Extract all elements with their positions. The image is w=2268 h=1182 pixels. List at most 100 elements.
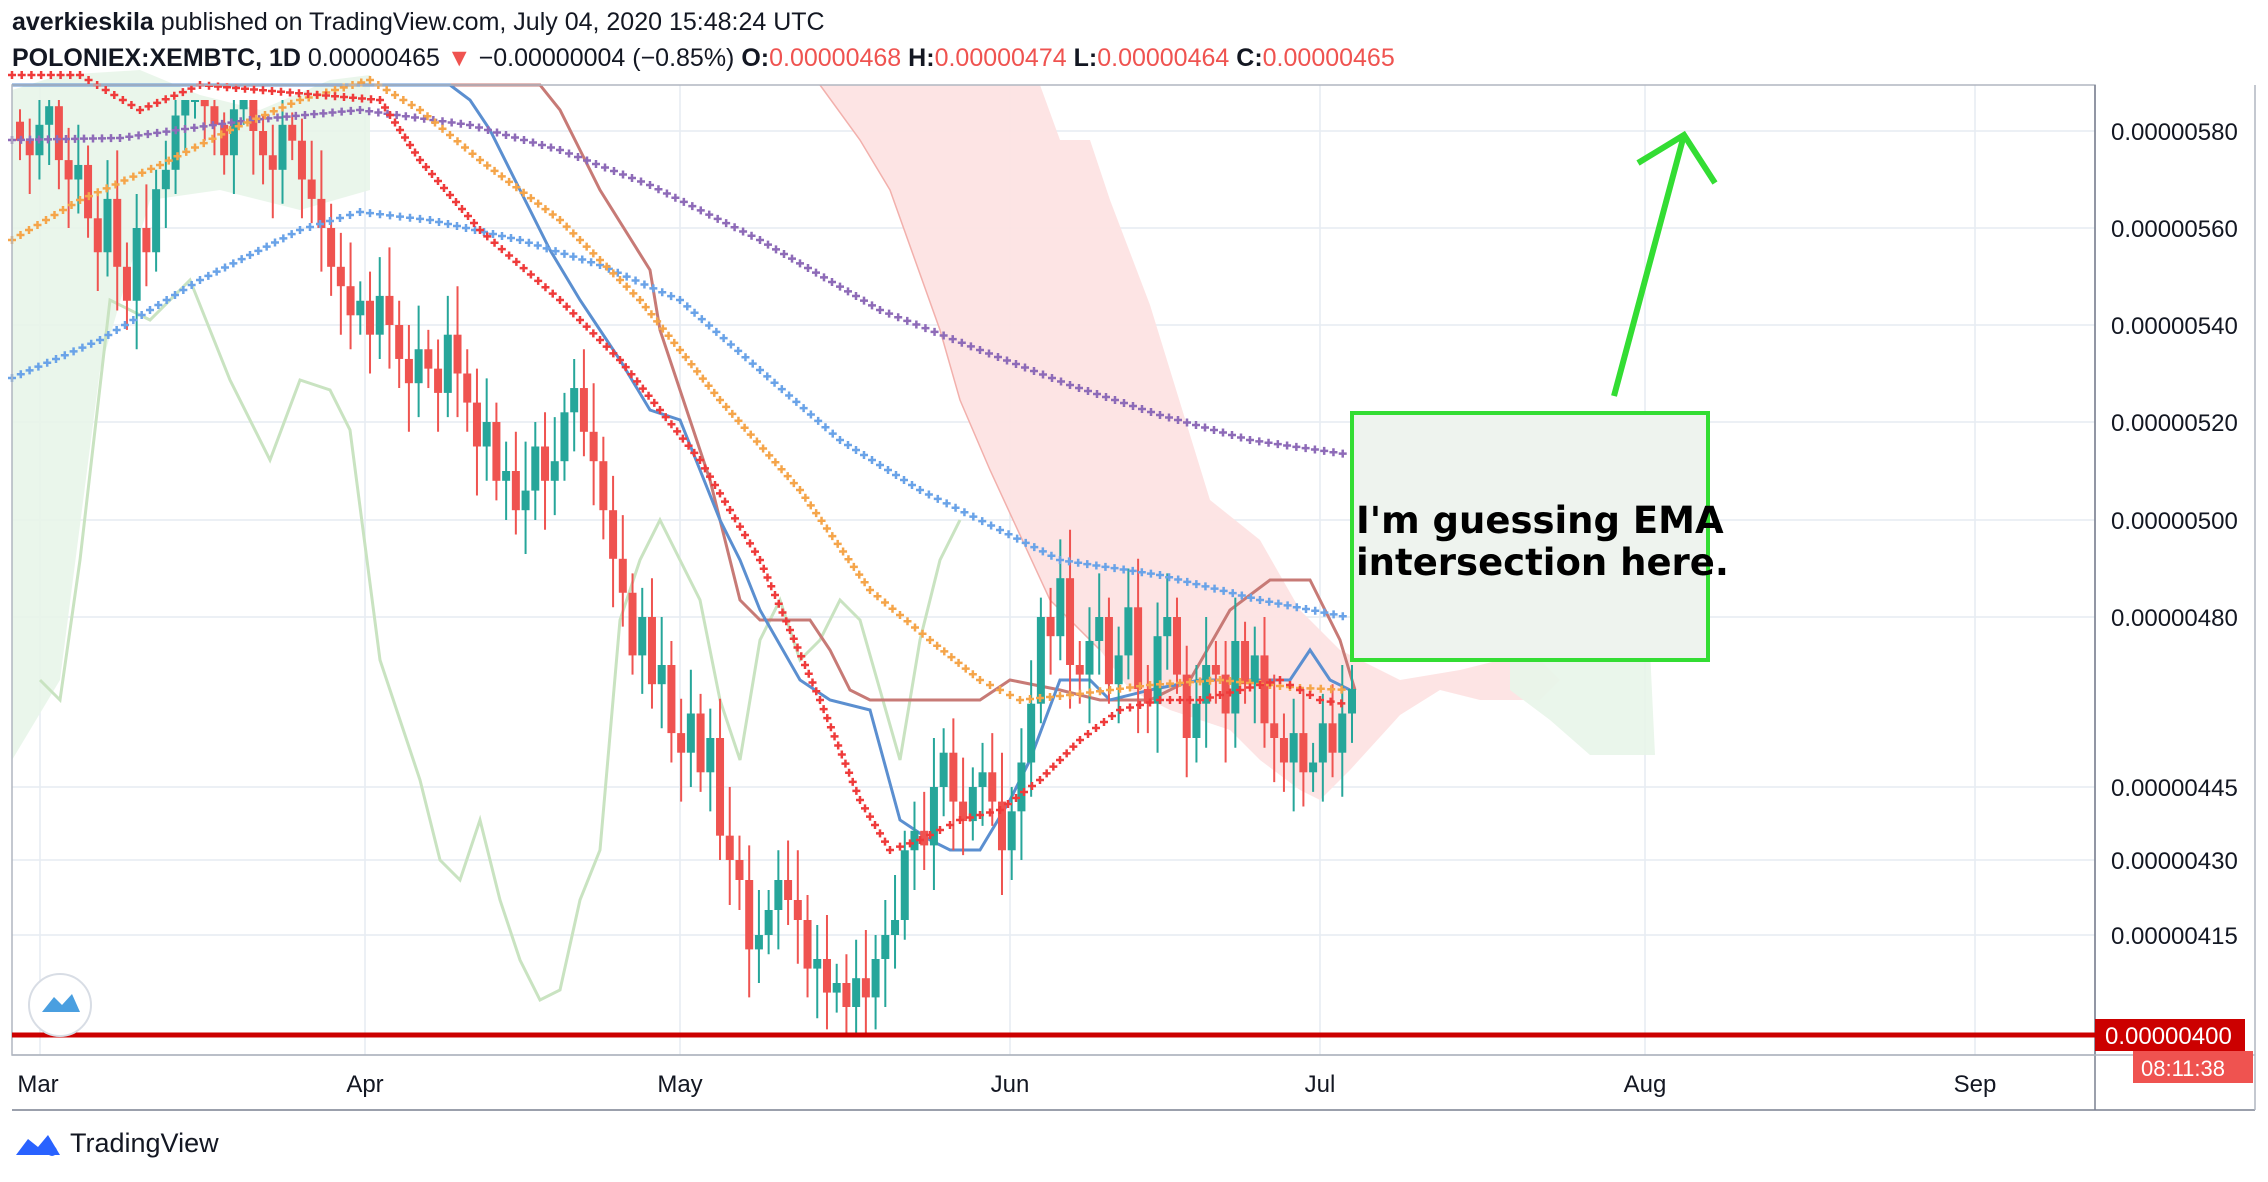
ema-marker	[777, 385, 786, 394]
ema-plus-series	[8, 71, 1347, 854]
symbol-title[interactable]: POLONIEX:XEMBTC, 1D	[12, 44, 301, 72]
candle	[1279, 713, 1288, 792]
y-tick-label: 0.00000430	[2111, 848, 2238, 875]
ema-marker	[516, 236, 524, 244]
candle	[881, 900, 890, 1007]
candle	[871, 935, 880, 1030]
candle-body	[434, 368, 443, 393]
candle	[317, 150, 326, 272]
ema-marker	[1166, 696, 1174, 704]
candle-body	[861, 978, 870, 998]
candle	[64, 127, 73, 228]
ema-marker	[884, 466, 892, 474]
ema-marker	[746, 430, 755, 439]
candle	[647, 578, 656, 709]
ema-marker	[217, 130, 226, 139]
candle-body	[1192, 703, 1201, 738]
ema-marker	[190, 123, 199, 132]
ema-marker	[1147, 408, 1155, 416]
ema-marker	[301, 111, 309, 119]
candle	[677, 698, 686, 802]
candle	[842, 954, 851, 1035]
ema-marker	[453, 222, 461, 230]
candle-body	[725, 835, 734, 860]
ema-marker	[1310, 445, 1319, 454]
ema-marker	[121, 321, 129, 329]
candle-body	[1036, 617, 1045, 704]
ema-marker	[366, 209, 374, 218]
ema-marker	[162, 296, 171, 304]
candle	[793, 850, 802, 964]
ema-marker	[511, 133, 519, 142]
candle-body	[239, 100, 248, 110]
candle	[1114, 626, 1123, 724]
time-axis[interactable]: Mar Apr May Jun Jul Aug Sep	[17, 1071, 1996, 1098]
ema-marker	[250, 85, 258, 94]
ema-marker	[1176, 696, 1184, 704]
ema-marker	[1283, 441, 1292, 450]
author-name[interactable]: averkieskila	[12, 8, 154, 36]
senkou-a-line	[819, 84, 1101, 651]
ema-marker	[191, 143, 199, 152]
candle-body	[443, 334, 452, 393]
open-label: O:	[741, 44, 770, 72]
ema-marker	[396, 212, 404, 221]
candle	[191, 100, 200, 119]
ema-marker	[1192, 580, 1201, 589]
candle	[813, 925, 822, 1019]
ema-marker	[1228, 589, 1237, 598]
ema-marker	[346, 211, 354, 219]
ema-marker	[282, 112, 291, 121]
candle-body	[1318, 723, 1327, 763]
ema-marker	[447, 118, 456, 127]
ema-marker	[76, 196, 84, 204]
ema-marker	[629, 289, 638, 298]
ema-marker	[589, 329, 598, 338]
candle	[599, 436, 608, 540]
price-axis[interactable]: 0.00000580 0.00000560 0.00000540 0.00000520…	[2095, 119, 2253, 1083]
candle	[609, 475, 618, 608]
ema-marker	[763, 573, 772, 582]
ema-marker	[1302, 605, 1310, 613]
ema-marker	[696, 456, 704, 464]
footer-brand[interactable]: TradingView	[14, 1128, 219, 1159]
candle	[1143, 665, 1152, 734]
ema-marker	[71, 134, 79, 143]
last-price: 0.00000465	[307, 44, 440, 72]
candle-body	[1338, 713, 1347, 753]
ema-marker	[1003, 356, 1011, 365]
candle	[171, 100, 180, 195]
ema-marker	[633, 377, 642, 386]
ema-marker	[62, 135, 70, 143]
candle	[1027, 660, 1036, 797]
ema-marker	[976, 811, 984, 819]
ema-marker	[1276, 676, 1284, 684]
ema-marker	[756, 556, 764, 564]
ema-marker	[822, 524, 831, 533]
candle-body	[1250, 655, 1259, 685]
ema-marker	[196, 276, 204, 284]
change-arrow-icon: ▼	[446, 44, 472, 72]
ema-marker	[912, 320, 921, 329]
ema-marker	[304, 90, 312, 98]
candle-body	[1027, 703, 1036, 763]
candle-body	[1104, 617, 1113, 685]
ema-marker	[16, 231, 25, 239]
ema-marker	[182, 147, 191, 156]
close-value: 0.00000465	[1262, 44, 1395, 72]
candle	[716, 698, 725, 860]
ema-marker	[556, 216, 564, 224]
ema-marker	[996, 526, 1004, 534]
ema-marker	[960, 508, 969, 517]
candle	[1318, 693, 1327, 802]
tradingview-logo-icon	[16, 1134, 60, 1156]
ema-marker	[153, 98, 162, 107]
candle-body	[570, 388, 579, 413]
ema-marker	[701, 464, 709, 473]
candle	[1095, 573, 1104, 675]
ema-marker	[187, 281, 196, 289]
ema-marker	[765, 451, 774, 460]
candle-body	[1017, 762, 1026, 812]
candle-body	[45, 106, 54, 125]
